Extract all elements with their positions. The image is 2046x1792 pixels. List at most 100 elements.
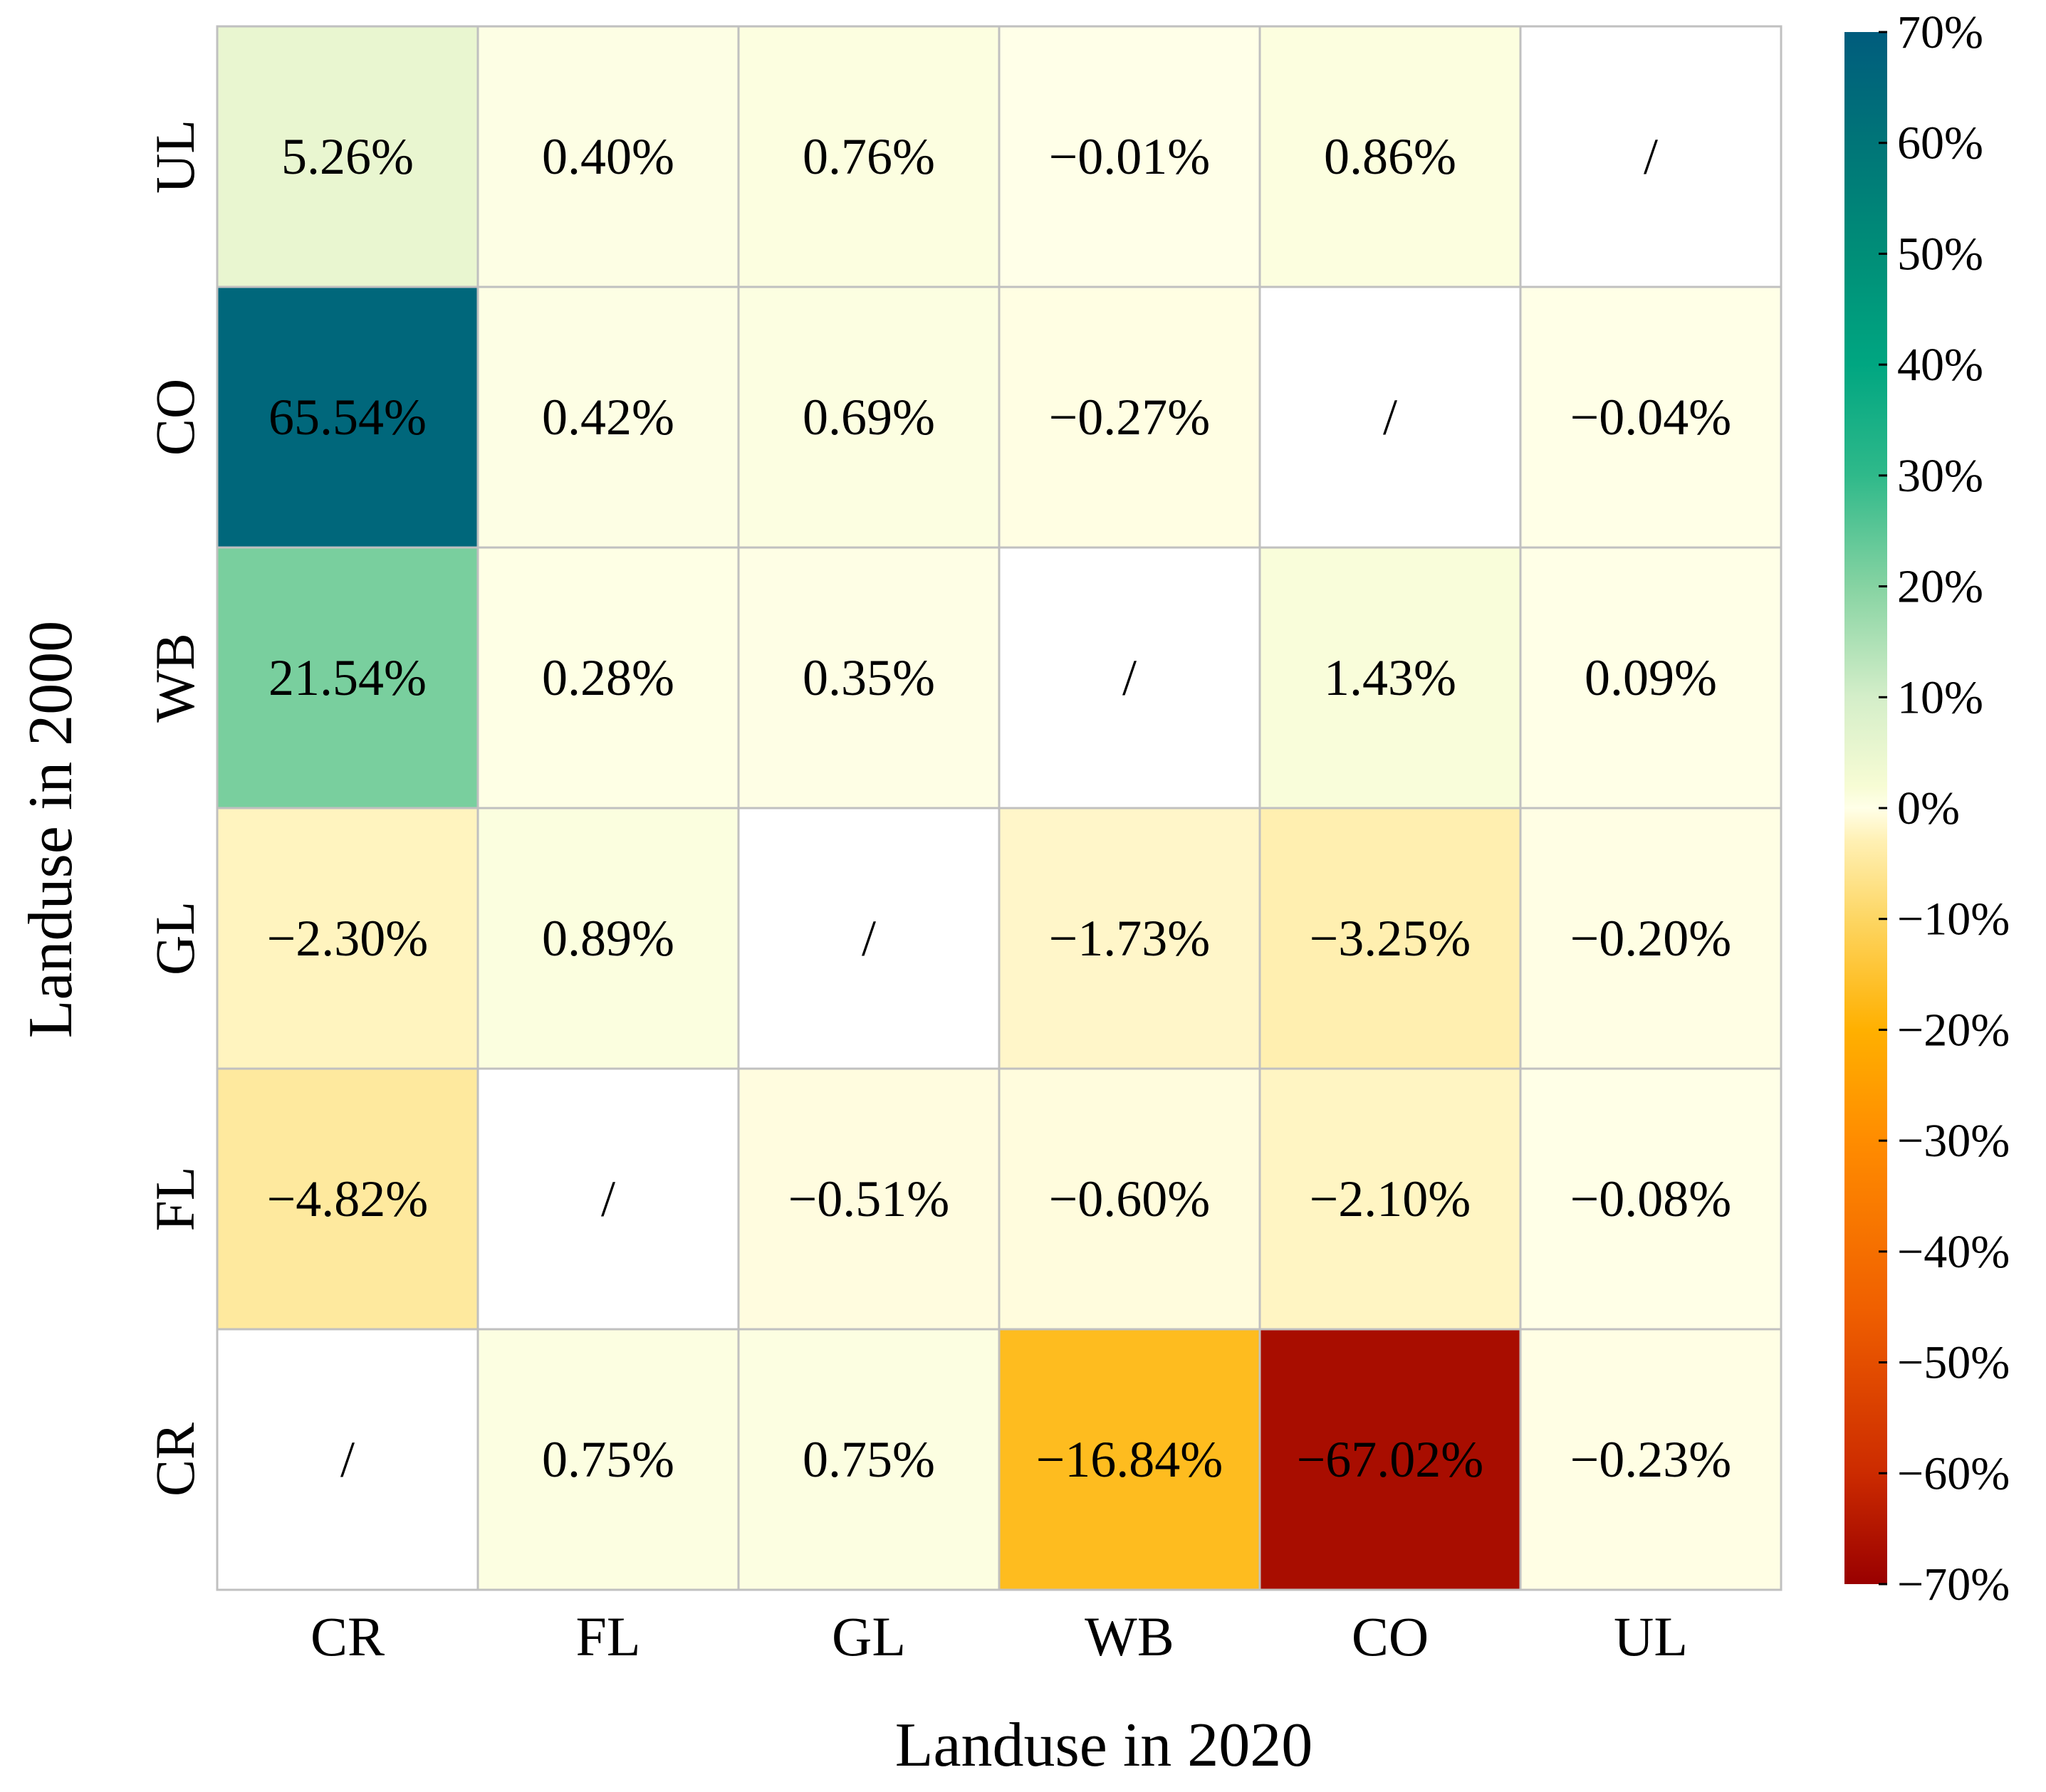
cell-value-label: −2.10%	[1310, 1170, 1471, 1227]
heatmap-cell	[1519, 25, 1783, 288]
colorbar-tick-label: −50%	[1897, 1337, 2010, 1389]
cell-value-label: 0.75%	[803, 1431, 935, 1488]
heatmap-cell	[216, 807, 479, 1070]
colorbar-tick-label: −30%	[1897, 1115, 2010, 1167]
heatmap-cell	[737, 25, 1001, 288]
colorbar-tick-label: 50%	[1897, 228, 1983, 280]
x-tick-label: CR	[310, 1605, 385, 1667]
cell-value-label: 65.54%	[268, 389, 427, 446]
colorbar: 70% 60% 50% 40% 30% 20% 10% 0% −10% −20% −30% −40% −…	[1844, 6, 2010, 1610]
cell-value-label: −0.23%	[1570, 1431, 1732, 1488]
colorbar-tick-label: 60%	[1897, 117, 1983, 169]
x-tick-label: FL	[575, 1605, 640, 1667]
heatmap-cell	[1258, 1067, 1522, 1331]
cell-value-label: 0.75%	[542, 1431, 674, 1488]
y-axis-ticks: UL CO WB GL FL CR	[144, 120, 206, 1497]
heatmap-cell	[1258, 546, 1522, 809]
heatmap-cell	[476, 807, 740, 1070]
cell-value-label: /	[340, 1431, 355, 1488]
heatmap-cell	[476, 25, 740, 288]
heatmap-cell	[1258, 25, 1522, 288]
heatmap-cell	[1519, 1328, 1783, 1591]
heatmap-cell	[1519, 285, 1783, 549]
colorbar-tick-label: 20%	[1897, 561, 1983, 613]
cell-value-label: 0.69%	[803, 389, 935, 446]
cell-value-label: 0.09%	[1585, 649, 1717, 706]
cell-value-label: /	[601, 1170, 615, 1227]
heatmap-cell	[216, 25, 479, 288]
cell-value-label: −0.04%	[1570, 389, 1732, 446]
heatmap-cell	[998, 546, 1261, 809]
y-tick-label: GL	[144, 901, 206, 975]
heatmap-cell	[216, 1328, 479, 1591]
cell-value-label: 5.26%	[281, 128, 414, 185]
heatmap-cell	[737, 807, 1001, 1070]
cell-value-label: 1.43%	[1324, 649, 1456, 706]
colorbar-tick-label: −70%	[1897, 1558, 2010, 1610]
heatmap-cell	[1258, 807, 1522, 1070]
cell-value-label: −0.01%	[1049, 128, 1211, 185]
colorbar-tick-label: 40%	[1897, 339, 1983, 391]
heatmap-cell-labels: 5.26% 0.40% 0.76% −0.01% 0.86% / 65.54% 0.42% 0.…	[267, 128, 1732, 1488]
x-axis-title: Landuse in 2020	[895, 1711, 1313, 1780]
colorbar-tick-label: 70%	[1897, 6, 1983, 58]
colorbar-tick-label: −20%	[1897, 1004, 2010, 1056]
heatmap-cell	[1519, 807, 1783, 1070]
cell-value-label: 0.86%	[1324, 128, 1456, 185]
cell-value-label: −0.51%	[788, 1170, 950, 1227]
x-tick-label: CO	[1352, 1605, 1429, 1667]
colorbar-tick-label: −60%	[1897, 1447, 2010, 1499]
heatmap-cells	[216, 25, 1783, 1591]
x-tick-label: UL	[1614, 1605, 1688, 1667]
heatmap-cell	[998, 807, 1261, 1070]
y-tick-label: FL	[144, 1166, 206, 1231]
y-tick-label: WB	[144, 633, 206, 723]
colorbar-tick-label: −10%	[1897, 894, 2010, 945]
heatmap-cell	[216, 1067, 479, 1331]
heatmap-cell	[1519, 1067, 1783, 1331]
cell-value-label: 0.76%	[803, 128, 935, 185]
y-tick-label: CR	[144, 1422, 206, 1497]
cell-value-label: /	[1644, 128, 1658, 185]
cell-value-label: 21.54%	[268, 649, 427, 706]
y-axis-title: Landuse in 2000	[16, 621, 85, 1039]
cell-value-label: /	[1383, 389, 1397, 446]
cell-value-label: −1.73%	[1049, 910, 1211, 967]
cell-value-label: −16.84%	[1036, 1431, 1223, 1488]
heatmap-cell	[1258, 1328, 1522, 1591]
cell-value-label: 0.28%	[542, 649, 674, 706]
cell-value-label: −0.27%	[1049, 389, 1211, 446]
colorbar-tick-label: −40%	[1897, 1226, 2010, 1278]
heatmap-cell	[998, 25, 1261, 288]
cell-value-label: −67.02%	[1297, 1431, 1484, 1488]
cell-value-label: 0.89%	[542, 910, 674, 967]
cell-value-label: /	[1122, 649, 1137, 706]
heatmap-cell	[216, 546, 479, 809]
cell-value-label: −4.82%	[267, 1170, 429, 1227]
cell-value-label: /	[862, 910, 876, 967]
y-tick-label: UL	[144, 120, 206, 194]
cell-value-label: −0.20%	[1570, 910, 1732, 967]
cell-value-label: −2.30%	[267, 910, 429, 967]
y-tick-label: CO	[144, 379, 206, 456]
heatmap-cell	[476, 546, 740, 809]
cell-value-label: 0.35%	[803, 649, 935, 706]
colorbar-tick-label: 0%	[1897, 782, 1960, 834]
x-tick-label: WB	[1085, 1605, 1174, 1667]
heatmap-cell	[1519, 546, 1783, 809]
heatmap-cell	[998, 285, 1261, 549]
heatmap-cell	[476, 285, 740, 549]
colorbar-tick-label: 30%	[1897, 450, 1983, 502]
heatmap-cell	[737, 1067, 1001, 1331]
x-axis-ticks: CR FL GL WB CO UL	[310, 1605, 1688, 1667]
cell-value-label: 0.40%	[542, 128, 674, 185]
heatmap-cell	[998, 1067, 1261, 1331]
x-tick-label: GL	[832, 1605, 906, 1667]
cell-value-label: −3.25%	[1310, 910, 1471, 967]
heatmap-cell	[737, 546, 1001, 809]
heatmap-cell	[998, 1328, 1261, 1591]
cell-value-label: −0.60%	[1049, 1170, 1211, 1227]
cell-value-label: −0.08%	[1570, 1170, 1732, 1227]
cell-value-label: 0.42%	[542, 389, 674, 446]
